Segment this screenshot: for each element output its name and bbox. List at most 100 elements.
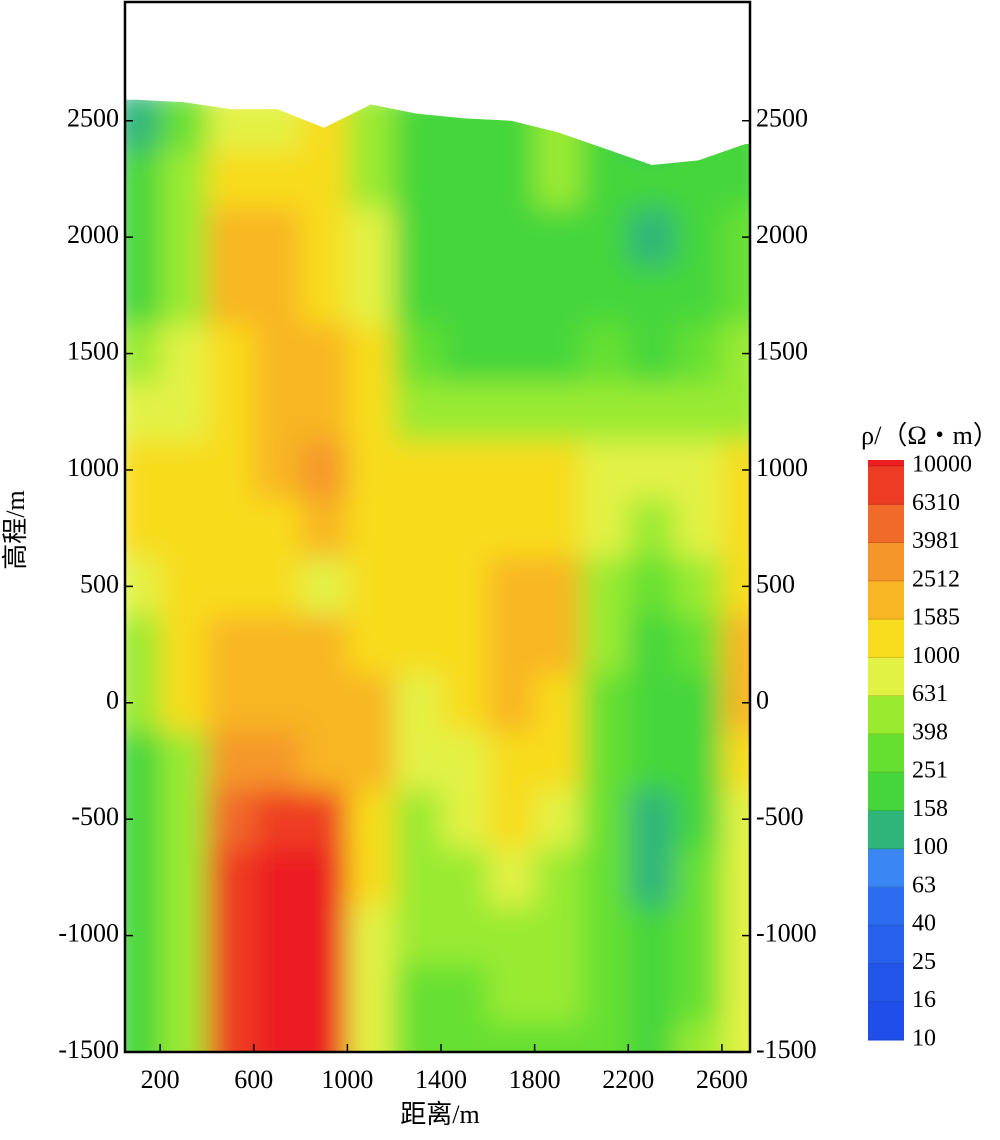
field-cell — [675, 673, 723, 733]
field-cell — [160, 790, 208, 849]
field-cell — [441, 557, 489, 616]
field-cell — [300, 208, 348, 267]
field-cell — [253, 382, 302, 442]
colorbar-band — [868, 580, 904, 620]
field-cell — [125, 673, 161, 733]
field-cell — [534, 266, 582, 325]
field-cell — [347, 149, 395, 209]
field-cell — [160, 731, 208, 791]
field-cell — [534, 790, 582, 849]
field-cell — [394, 149, 442, 209]
field-cell — [206, 499, 255, 558]
field-cell — [487, 266, 536, 325]
field-cell — [581, 1022, 629, 1052]
field-cell — [441, 382, 489, 442]
y2-tick-label: 2000 — [756, 220, 808, 249]
field-cell — [721, 149, 750, 209]
field-cell — [675, 208, 723, 267]
field-cell — [441, 440, 489, 500]
field-cell — [394, 615, 442, 675]
field-cell — [487, 557, 536, 616]
y-tick-label: -1000 — [58, 919, 119, 948]
y-tick-label: 2000 — [67, 220, 119, 249]
colorbar-band — [868, 963, 904, 1003]
field-cell — [300, 557, 348, 616]
field-cell — [441, 731, 489, 791]
field-cell — [534, 382, 582, 442]
field-cell — [721, 382, 750, 442]
colorbar-label: 63 — [912, 872, 936, 898]
field-cell — [581, 964, 629, 1024]
colorbar-band — [868, 695, 904, 735]
field-cell — [441, 1022, 489, 1052]
field-cell — [347, 790, 395, 849]
field-cell — [347, 324, 395, 384]
field-cell — [206, 673, 255, 733]
field-cell — [347, 1022, 395, 1052]
y-tick-label: 1500 — [67, 337, 119, 366]
field-cell — [534, 440, 582, 500]
field-cell — [628, 848, 676, 907]
field-cell — [160, 615, 208, 675]
field-cell — [206, 848, 255, 907]
field-cell — [487, 673, 536, 733]
field-cell — [125, 324, 161, 384]
y2-tick-label: -1500 — [756, 1035, 817, 1064]
field-cell — [347, 731, 395, 791]
field-cell — [675, 615, 723, 675]
field-cell — [394, 557, 442, 616]
y-tick-label: 500 — [80, 569, 119, 598]
colorbar-label: 100 — [912, 834, 948, 860]
field-cell — [581, 906, 629, 966]
field-cell — [347, 208, 395, 267]
field-cell — [721, 615, 750, 675]
field-cell — [581, 673, 629, 733]
field-cell — [253, 964, 302, 1024]
field-cell — [394, 964, 442, 1024]
field-cell — [206, 790, 255, 849]
colorbar-band — [868, 925, 904, 964]
field-cell — [394, 266, 442, 325]
field-cell — [160, 149, 208, 209]
field-cell — [160, 499, 208, 558]
field-cell — [125, 906, 161, 966]
field-cell — [487, 615, 536, 675]
x-tick-label: 1800 — [509, 1065, 561, 1094]
field-cell — [628, 615, 676, 675]
field-cell — [160, 1022, 208, 1052]
field-cell — [628, 208, 676, 267]
field-cell — [347, 615, 395, 675]
field-cell — [534, 906, 582, 966]
y-tick-label: 2500 — [67, 104, 119, 133]
field-cell — [675, 1022, 723, 1052]
field-cell — [125, 848, 161, 907]
field-cell — [347, 557, 395, 616]
field-cell — [487, 440, 536, 500]
field-cell — [581, 440, 629, 500]
field-cell — [125, 382, 161, 442]
colorbar-top-band — [868, 460, 904, 466]
field-cell — [675, 440, 723, 500]
colorbar-label: 251 — [912, 758, 948, 784]
field-cell — [394, 382, 442, 442]
field-cell — [581, 790, 629, 849]
field — [125, 2, 750, 1052]
field-cell — [300, 731, 348, 791]
colorbar-label: 16 — [912, 987, 936, 1013]
field-cell — [581, 324, 629, 384]
field-cell — [487, 499, 536, 558]
terrain-surface — [125, 2, 750, 165]
field-cell — [675, 557, 723, 616]
colorbar-label: 3981 — [912, 528, 960, 554]
field-cell — [628, 673, 676, 733]
field-cell — [487, 1022, 536, 1052]
field-cell — [347, 673, 395, 733]
colorbar-label: 1585 — [912, 605, 960, 631]
field-cell — [534, 324, 582, 384]
colorbar-band — [868, 504, 904, 544]
field-cell — [394, 499, 442, 558]
field-cell — [347, 440, 395, 500]
field-cell — [675, 848, 723, 907]
field-cell — [125, 266, 161, 325]
field-cell — [628, 382, 676, 442]
